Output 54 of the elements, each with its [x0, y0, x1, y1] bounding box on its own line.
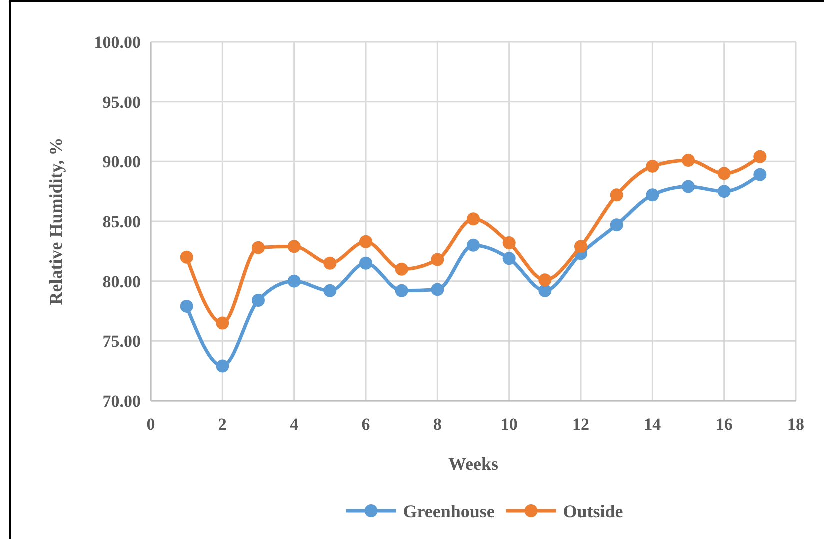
x-tick-label: 4	[290, 415, 300, 434]
legend-label: Outside	[563, 501, 624, 522]
point	[467, 212, 480, 226]
y-axis-title: Relative Humidity, %	[46, 138, 66, 306]
point	[610, 218, 624, 232]
point	[682, 154, 695, 167]
point	[502, 252, 516, 266]
point	[574, 240, 588, 254]
point	[216, 360, 230, 373]
point	[754, 168, 767, 182]
point	[646, 188, 660, 202]
point	[360, 256, 372, 270]
point	[646, 160, 660, 173]
point	[754, 150, 767, 164]
point	[682, 180, 695, 194]
y-tick-label: 100.00	[94, 32, 141, 52]
point	[538, 284, 552, 298]
point	[395, 284, 408, 298]
x-tick-label: 2	[218, 415, 227, 434]
point	[431, 283, 444, 296]
x-tick-label: 8	[433, 415, 442, 434]
x-tick-label: 16	[716, 415, 733, 434]
x-axis-title: Weeks	[448, 454, 499, 474]
point	[180, 300, 194, 313]
x-tick-label: 14	[644, 415, 662, 434]
point	[216, 316, 230, 330]
point	[252, 241, 265, 254]
legend-label: Greenhouse	[403, 501, 495, 522]
point	[252, 294, 265, 307]
y-tick-label: 90.00	[102, 152, 141, 172]
point	[502, 236, 516, 250]
y-tick-label: 75.00	[102, 332, 141, 352]
x-tick-label: 0	[146, 415, 156, 434]
point	[324, 256, 337, 270]
x-tick-label: 10	[500, 415, 518, 434]
point	[180, 250, 194, 264]
point	[324, 284, 337, 298]
point	[395, 262, 408, 276]
x-tick-label: 6	[362, 415, 370, 434]
x-tick-label: 18	[788, 415, 804, 434]
point	[610, 188, 624, 202]
point	[288, 240, 301, 254]
y-tick-label: 80.00	[102, 272, 141, 292]
x-tick-label: 12	[572, 415, 590, 434]
point	[431, 253, 444, 266]
y-tick-label: 85.00	[102, 212, 141, 232]
point	[538, 274, 552, 287]
point	[467, 238, 480, 252]
y-tick-label: 95.00	[102, 92, 141, 112]
point	[718, 167, 731, 180]
point	[360, 235, 372, 248]
point	[718, 185, 731, 198]
point	[288, 274, 301, 288]
y-tick-label: 70.00	[102, 392, 141, 411]
